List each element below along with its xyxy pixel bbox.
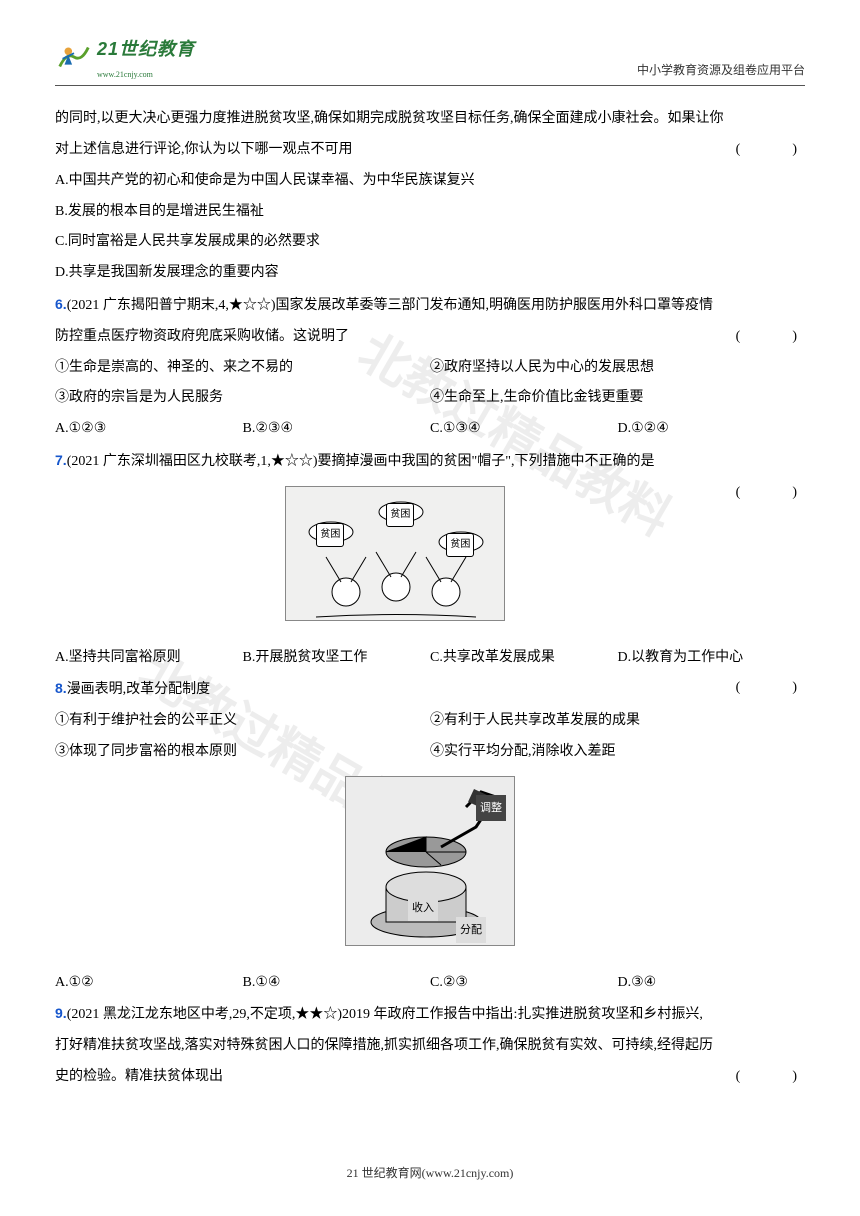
q8-cartoon-wrap: 调整 收入 分配 [55,776,805,960]
q7-stem-text: (2021 广东深圳福田区九校联考,1,★☆☆)要摘掉漫画中我国的贫困"帽子",… [67,454,655,469]
cake-label-1: 调整 [476,795,506,821]
content-body: 的同时,以更大决心更强力度推进脱贫攻坚,确保如期完成脱贫攻坚目标任务,确保全面建… [55,104,805,1093]
q7-opt-a: A.坚持共同富裕原则 [55,643,243,674]
q8-statements-row1: ①有利于维护社会的公平正义 ②有利于人民共享改革发展的成果 [55,706,805,737]
q6-statements-row2: ③政府的宗旨是为人民服务 ④生命至上,生命价值比金钱更重要 [55,383,805,414]
q7-cartoon-wrap: 贫困 贫困 贫困 [55,486,805,635]
q5-stem-line2-text: 对上述信息进行评论,你认为以下哪一观点不可用 [55,142,353,157]
q6-opt-b: B.②③④ [243,414,431,445]
q8-opt-d: D.③④ [618,968,806,999]
page-footer: 21 世纪教育网(www.21cnjy.com) [0,1160,860,1186]
logo-icon [55,38,93,76]
q8-number: 8. [55,680,67,696]
answer-bracket: ( ) [736,1062,805,1093]
q7-stem: 7.(2021 广东深圳福田区九校联考,1,★☆☆)要摘掉漫画中我国的贫困"帽子… [55,445,805,478]
q8-opt-c: C.②③ [430,968,618,999]
logo-text-main: 21世纪教育 [97,39,195,59]
q6-opt-a: A.①②③ [55,414,243,445]
q8-s4: ④实行平均分配,消除收入差距 [430,737,805,768]
q6-number: 6. [55,296,67,312]
q5-stem-line2: 对上述信息进行评论,你认为以下哪一观点不可用 ( ) [55,135,805,166]
q7-opt-d: D.以教育为工作中心 [618,643,806,674]
q6-stem1-text: (2021 广东揭阳普宁期末,4,★☆☆)国家发展改革委等三部门发布通知,明确医… [67,298,713,313]
q7-cartoon: 贫困 贫困 贫困 [285,486,505,621]
q6-opt-d: D.①②④ [618,414,806,445]
hat-label-3: 贫困 [446,533,474,557]
q8-s2: ②有利于人民共享改革发展的成果 [430,706,805,737]
q6-stem-line1: 6.(2021 广东揭阳普宁期末,4,★☆☆)国家发展改革委等三部门发布通知,明… [55,289,805,322]
q6-s3: ③政府的宗旨是为人民服务 [55,383,430,414]
header-subtitle: 中小学教育资源及组卷应用平台 [637,57,805,83]
q5-opt-c: C.同时富裕是人民共享发展成果的必然要求 [55,227,805,258]
q9-stem-line3: 史的检验。精准扶贫体现出 ( ) [55,1062,805,1093]
q7-options: A.坚持共同富裕原则 B.开展脱贫攻坚工作 C.共享改革发展成果 D.以教育为工… [55,643,805,674]
q5-opt-a: A.中国共产党的初心和使命是为中国人民谋幸福、为中华民族谋复兴 [55,166,805,197]
q6-s4: ④生命至上,生命价值比金钱更重要 [430,383,805,414]
q7-opt-c: C.共享改革发展成果 [430,643,618,674]
cake-label-2: 收入 [408,895,438,921]
q9-stem-line1: 9.(2021 黑龙江龙东地区中考,29,不定项,★★☆)2019 年政府工作报… [55,998,805,1031]
q6-s1: ①生命是崇高的、神圣的、来之不易的 [55,353,430,384]
q8-cartoon: 调整 收入 分配 [345,776,515,946]
q8-stem-text: 漫画表明,改革分配制度 [67,682,211,697]
q8-stem: 8.漫画表明,改革分配制度 ( ) [55,673,805,706]
cake-label-3: 分配 [456,917,486,943]
q5-stem-line1: 的同时,以更大决心更强力度推进脱贫攻坚,确保如期完成脱贫攻坚目标任务,确保全面建… [55,104,805,135]
q8-opt-a: A.①② [55,968,243,999]
q8-s3: ③体现了同步富裕的根本原则 [55,737,430,768]
q6-stem2-text: 防控重点医疗物资政府兜底采购收储。这说明了 [55,329,349,344]
q8-opt-b: B.①④ [243,968,431,999]
answer-bracket: ( ) [736,478,805,509]
logo: 21世纪教育 www.21cnjy.com [55,30,195,83]
q6-statements-row1: ①生命是崇高的、神圣的、来之不易的 ②政府坚持以人民为中心的发展思想 [55,353,805,384]
q6-opt-c: C.①③④ [430,414,618,445]
q6-s2: ②政府坚持以人民为中心的发展思想 [430,353,805,384]
q7-number: 7. [55,452,67,468]
q7-opt-b: B.开展脱贫攻坚工作 [243,643,431,674]
answer-bracket: ( ) [736,322,805,353]
hat-label-1: 贫困 [316,523,344,547]
hat-label-2: 贫困 [386,503,414,527]
q8-s1: ①有利于维护社会的公平正义 [55,706,430,737]
q5-opt-b: B.发展的根本目的是增进民生福祉 [55,197,805,228]
q9-stem1-text: (2021 黑龙江龙东地区中考,29,不定项,★★☆)2019 年政府工作报告中… [67,1007,703,1022]
q8-statements-row2: ③体现了同步富裕的根本原则 ④实行平均分配,消除收入差距 [55,737,805,768]
answer-bracket: ( ) [736,135,805,166]
q6-stem-line2: 防控重点医疗物资政府兜底采购收储。这说明了 ( ) [55,322,805,353]
q9-number: 9. [55,1005,67,1021]
answer-bracket: ( ) [736,673,805,704]
page-header: 21世纪教育 www.21cnjy.com 中小学教育资源及组卷应用平台 [55,30,805,86]
q6-options: A.①②③ B.②③④ C.①③④ D.①②④ [55,414,805,445]
q8-options: A.①② B.①④ C.②③ D.③④ [55,968,805,999]
logo-text-sub: www.21cnjy.com [97,66,195,84]
q9-stem-line2: 打好精准扶贫攻坚战,落实对特殊贫困人口的保障措施,抓实抓细各项工作,确保脱贫有实… [55,1031,805,1062]
q5-opt-d: D.共享是我国新发展理念的重要内容 [55,258,805,289]
q9-stem3-text: 史的检验。精准扶贫体现出 [55,1069,223,1084]
